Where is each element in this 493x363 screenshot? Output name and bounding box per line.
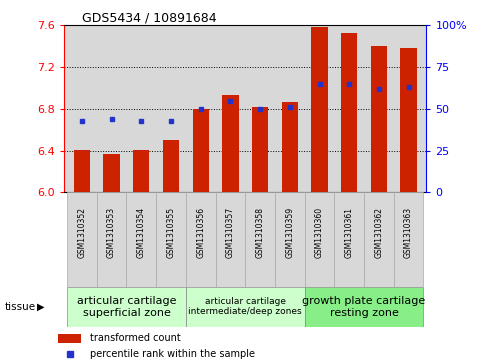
Bar — [252, 107, 268, 192]
Text: tissue: tissue — [5, 302, 36, 312]
Bar — [74, 150, 90, 192]
Text: GSM1310360: GSM1310360 — [315, 207, 324, 258]
Bar — [364, 192, 394, 287]
Bar — [305, 192, 334, 287]
Text: GSM1310363: GSM1310363 — [404, 207, 413, 258]
Bar — [400, 48, 417, 192]
Bar — [246, 192, 275, 287]
Bar — [215, 192, 246, 287]
Bar — [394, 192, 423, 287]
Text: GSM1310362: GSM1310362 — [374, 207, 384, 257]
Text: GSM1310354: GSM1310354 — [137, 207, 146, 258]
Bar — [186, 287, 305, 327]
Bar — [193, 109, 209, 192]
Bar — [222, 95, 239, 192]
Text: GSM1310353: GSM1310353 — [107, 207, 116, 258]
Text: GSM1310357: GSM1310357 — [226, 207, 235, 258]
Bar — [341, 33, 357, 192]
Bar — [67, 192, 97, 287]
Text: articular cartilage
superficial zone: articular cartilage superficial zone — [77, 296, 176, 318]
Text: growth plate cartilage
resting zone: growth plate cartilage resting zone — [302, 296, 425, 318]
Bar — [371, 46, 387, 192]
Bar — [282, 102, 298, 192]
Bar — [67, 287, 186, 327]
Text: GSM1310358: GSM1310358 — [255, 207, 265, 257]
Text: GSM1310356: GSM1310356 — [196, 207, 205, 258]
Text: transformed count: transformed count — [90, 333, 180, 343]
Bar — [58, 334, 81, 343]
Text: GSM1310355: GSM1310355 — [167, 207, 176, 258]
Text: GSM1310359: GSM1310359 — [285, 207, 294, 258]
Bar — [156, 192, 186, 287]
Text: GDS5434 / 10891684: GDS5434 / 10891684 — [82, 11, 217, 24]
Text: GSM1310352: GSM1310352 — [77, 207, 86, 257]
Text: articular cartilage
intermediate/deep zones: articular cartilage intermediate/deep zo… — [188, 297, 302, 317]
Bar — [305, 287, 423, 327]
Text: GSM1310361: GSM1310361 — [345, 207, 353, 257]
Bar — [186, 192, 215, 287]
Text: ▶: ▶ — [37, 302, 44, 312]
Bar — [334, 192, 364, 287]
Bar — [127, 192, 156, 287]
Bar — [104, 154, 120, 192]
Text: percentile rank within the sample: percentile rank within the sample — [90, 349, 255, 359]
Bar — [133, 150, 149, 192]
Bar — [312, 28, 328, 192]
Bar — [275, 192, 305, 287]
Bar — [97, 192, 127, 287]
Bar — [163, 140, 179, 192]
